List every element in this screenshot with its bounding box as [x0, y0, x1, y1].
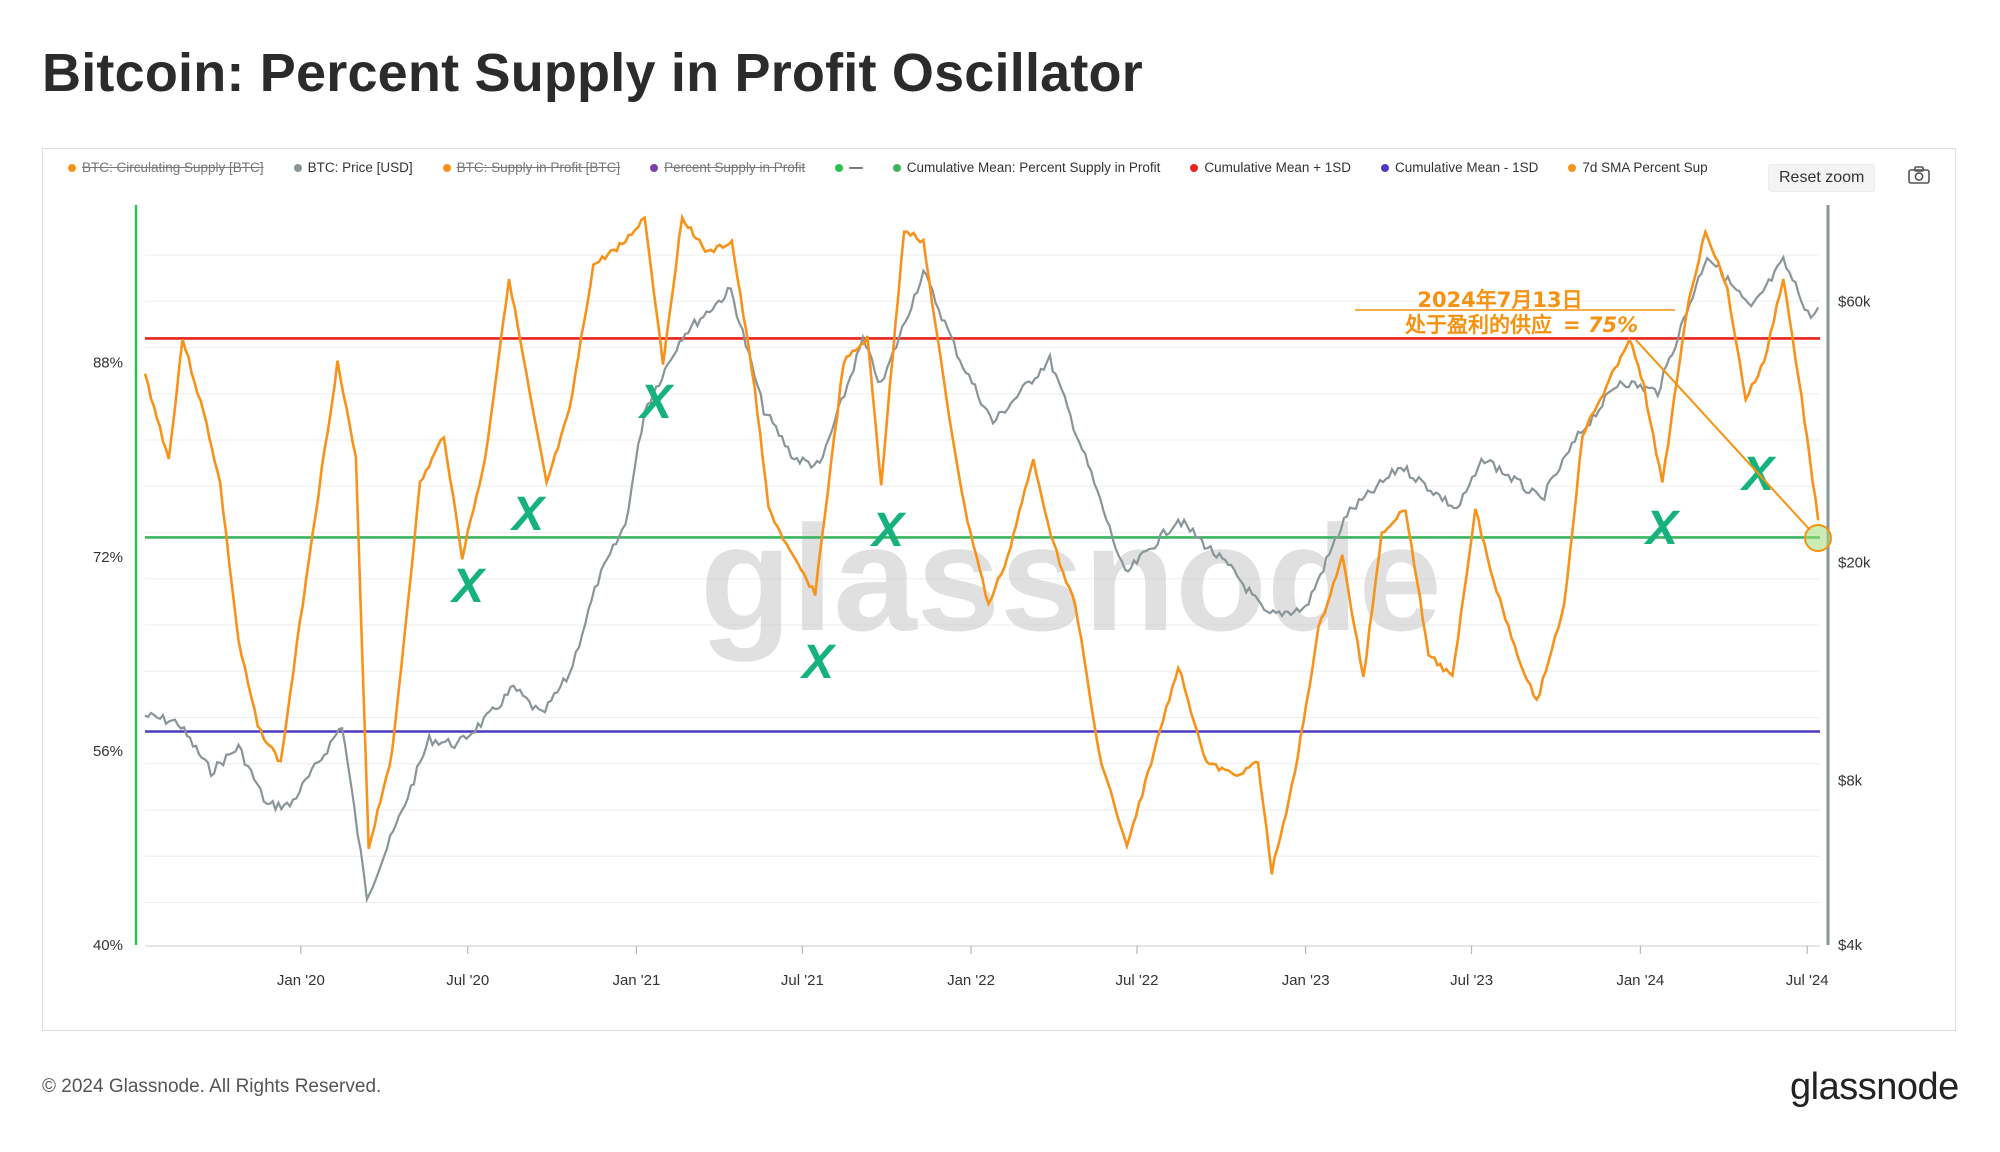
y-right-tick-label: $4k: [1838, 937, 1863, 954]
x-tick-label: Jul '24: [1786, 972, 1829, 989]
legend-dot-icon: [1190, 163, 1199, 172]
chart-frame: [42, 148, 1956, 1031]
legend-dot-icon: [1568, 163, 1577, 172]
legend-item[interactable]: BTC: Price [USD]: [293, 160, 413, 175]
x-tick-label: Jan '22: [947, 972, 995, 989]
y-left-tick-label: 40%: [93, 937, 123, 954]
x-tick-label: Jul '21: [781, 972, 824, 989]
copyright-text: © 2024 Glassnode. All Rights Reserved.: [42, 1076, 382, 1097]
legend-label: Cumulative Mean + 1SD: [1204, 160, 1352, 175]
x-tick-label: Jan '21: [612, 972, 660, 989]
x-tick-label: Jul '22: [1116, 972, 1159, 989]
marker-x-label: X: [449, 560, 487, 613]
series-line-price: [144, 254, 1820, 904]
legend-label: Cumulative Mean: Percent Supply in Profi…: [906, 160, 1161, 175]
axes: [134, 205, 1830, 947]
annotation-value: = 75%: [1563, 313, 1638, 337]
marker-x-label: X: [509, 488, 547, 541]
series-line-sma: [143, 213, 1820, 875]
x-tick-label: Jul '20: [446, 972, 489, 989]
y-right-axis-ticks: $4k $8k $20k $60k: [1838, 293, 1871, 954]
marker-group: XXXXXXX: [449, 376, 1777, 689]
marker-x-label: X: [799, 636, 837, 689]
camera-icon[interactable]: [1908, 166, 1930, 184]
legend-label: BTC: Circulating Supply [BTC]: [82, 160, 264, 175]
legend-label: —: [849, 160, 863, 175]
legend-label: BTC: Supply in Profit [BTC]: [456, 160, 621, 175]
legend-label: 7d SMA Percent Sup: [1582, 160, 1708, 175]
legend-dot-icon: [1381, 163, 1390, 172]
marker-x-label: X: [1643, 502, 1681, 555]
legend-dot-icon: [892, 163, 901, 172]
legend-label: Cumulative Mean - 1SD: [1395, 160, 1539, 175]
annotation-date: 2024年7月13日: [1417, 288, 1582, 312]
x-tick-label: Jan '23: [1282, 972, 1330, 989]
legend-label: BTC: Price [USD]: [307, 160, 413, 175]
legend-item[interactable]: Cumulative Mean: Percent Supply in Profi…: [892, 160, 1161, 175]
y-left-tick-label: 88%: [93, 355, 123, 372]
y-right-tick-label: $20k: [1838, 554, 1871, 571]
grid-lines: [145, 254, 1820, 903]
legend-item[interactable]: BTC: Circulating Supply [BTC]: [68, 160, 264, 175]
reset-zoom-button[interactable]: Reset zoom: [1768, 164, 1876, 192]
legend-item[interactable]: Percent Supply in Profit: [650, 160, 805, 175]
legend-item[interactable]: 7d SMA Percent Sup: [1568, 160, 1708, 175]
legend-dot-icon: [442, 163, 451, 172]
y-left-tick-label: 56%: [93, 743, 123, 760]
x-axis-ticks: Jan '20 Jul '20 Jan '21 Jul '21 Jan '22 Jul '…: [277, 946, 1829, 989]
x-tick-label: Jan '20: [277, 972, 325, 989]
x-tick-label: Jul '23: [1450, 972, 1493, 989]
legend-dot-icon: [68, 163, 76, 172]
y-left-tick-label: 72%: [93, 549, 123, 566]
reference-lines: [145, 337, 1820, 733]
marker-x-label: X: [637, 376, 675, 429]
annotation-pointer: [1635, 339, 1811, 531]
chart-legend: BTC: Circulating Supply [BTC] BTC: Price …: [68, 160, 1768, 175]
annotation-highlight-circle: [1804, 524, 1832, 552]
page-title: Bitcoin: Percent Supply in Profit Oscill…: [42, 43, 1143, 103]
marker-x-label: X: [869, 504, 907, 557]
legend-item[interactable]: Cumulative Mean - 1SD: [1381, 160, 1538, 175]
legend-item[interactable]: —: [835, 160, 863, 175]
brand-logo: glassnode: [1790, 1066, 1959, 1108]
legend-dot-icon: [650, 163, 659, 172]
legend-item[interactable]: BTC: Supply in Profit [BTC]: [442, 160, 621, 175]
x-tick-label: Jan '24: [1616, 972, 1664, 989]
legend-label: Percent Supply in Profit: [664, 160, 806, 175]
legend-item[interactable]: Cumulative Mean + 1SD: [1190, 160, 1351, 175]
legend-dot-icon: [293, 163, 302, 172]
legend-dot-icon: [835, 163, 844, 172]
y-right-tick-label: $60k: [1838, 293, 1871, 310]
annotation-label: 处于盈利的供应: [1404, 313, 1552, 337]
y-right-tick-label: $8k: [1838, 772, 1863, 789]
y-left-axis-ticks: 40% 56% 72% 88%: [93, 355, 123, 954]
